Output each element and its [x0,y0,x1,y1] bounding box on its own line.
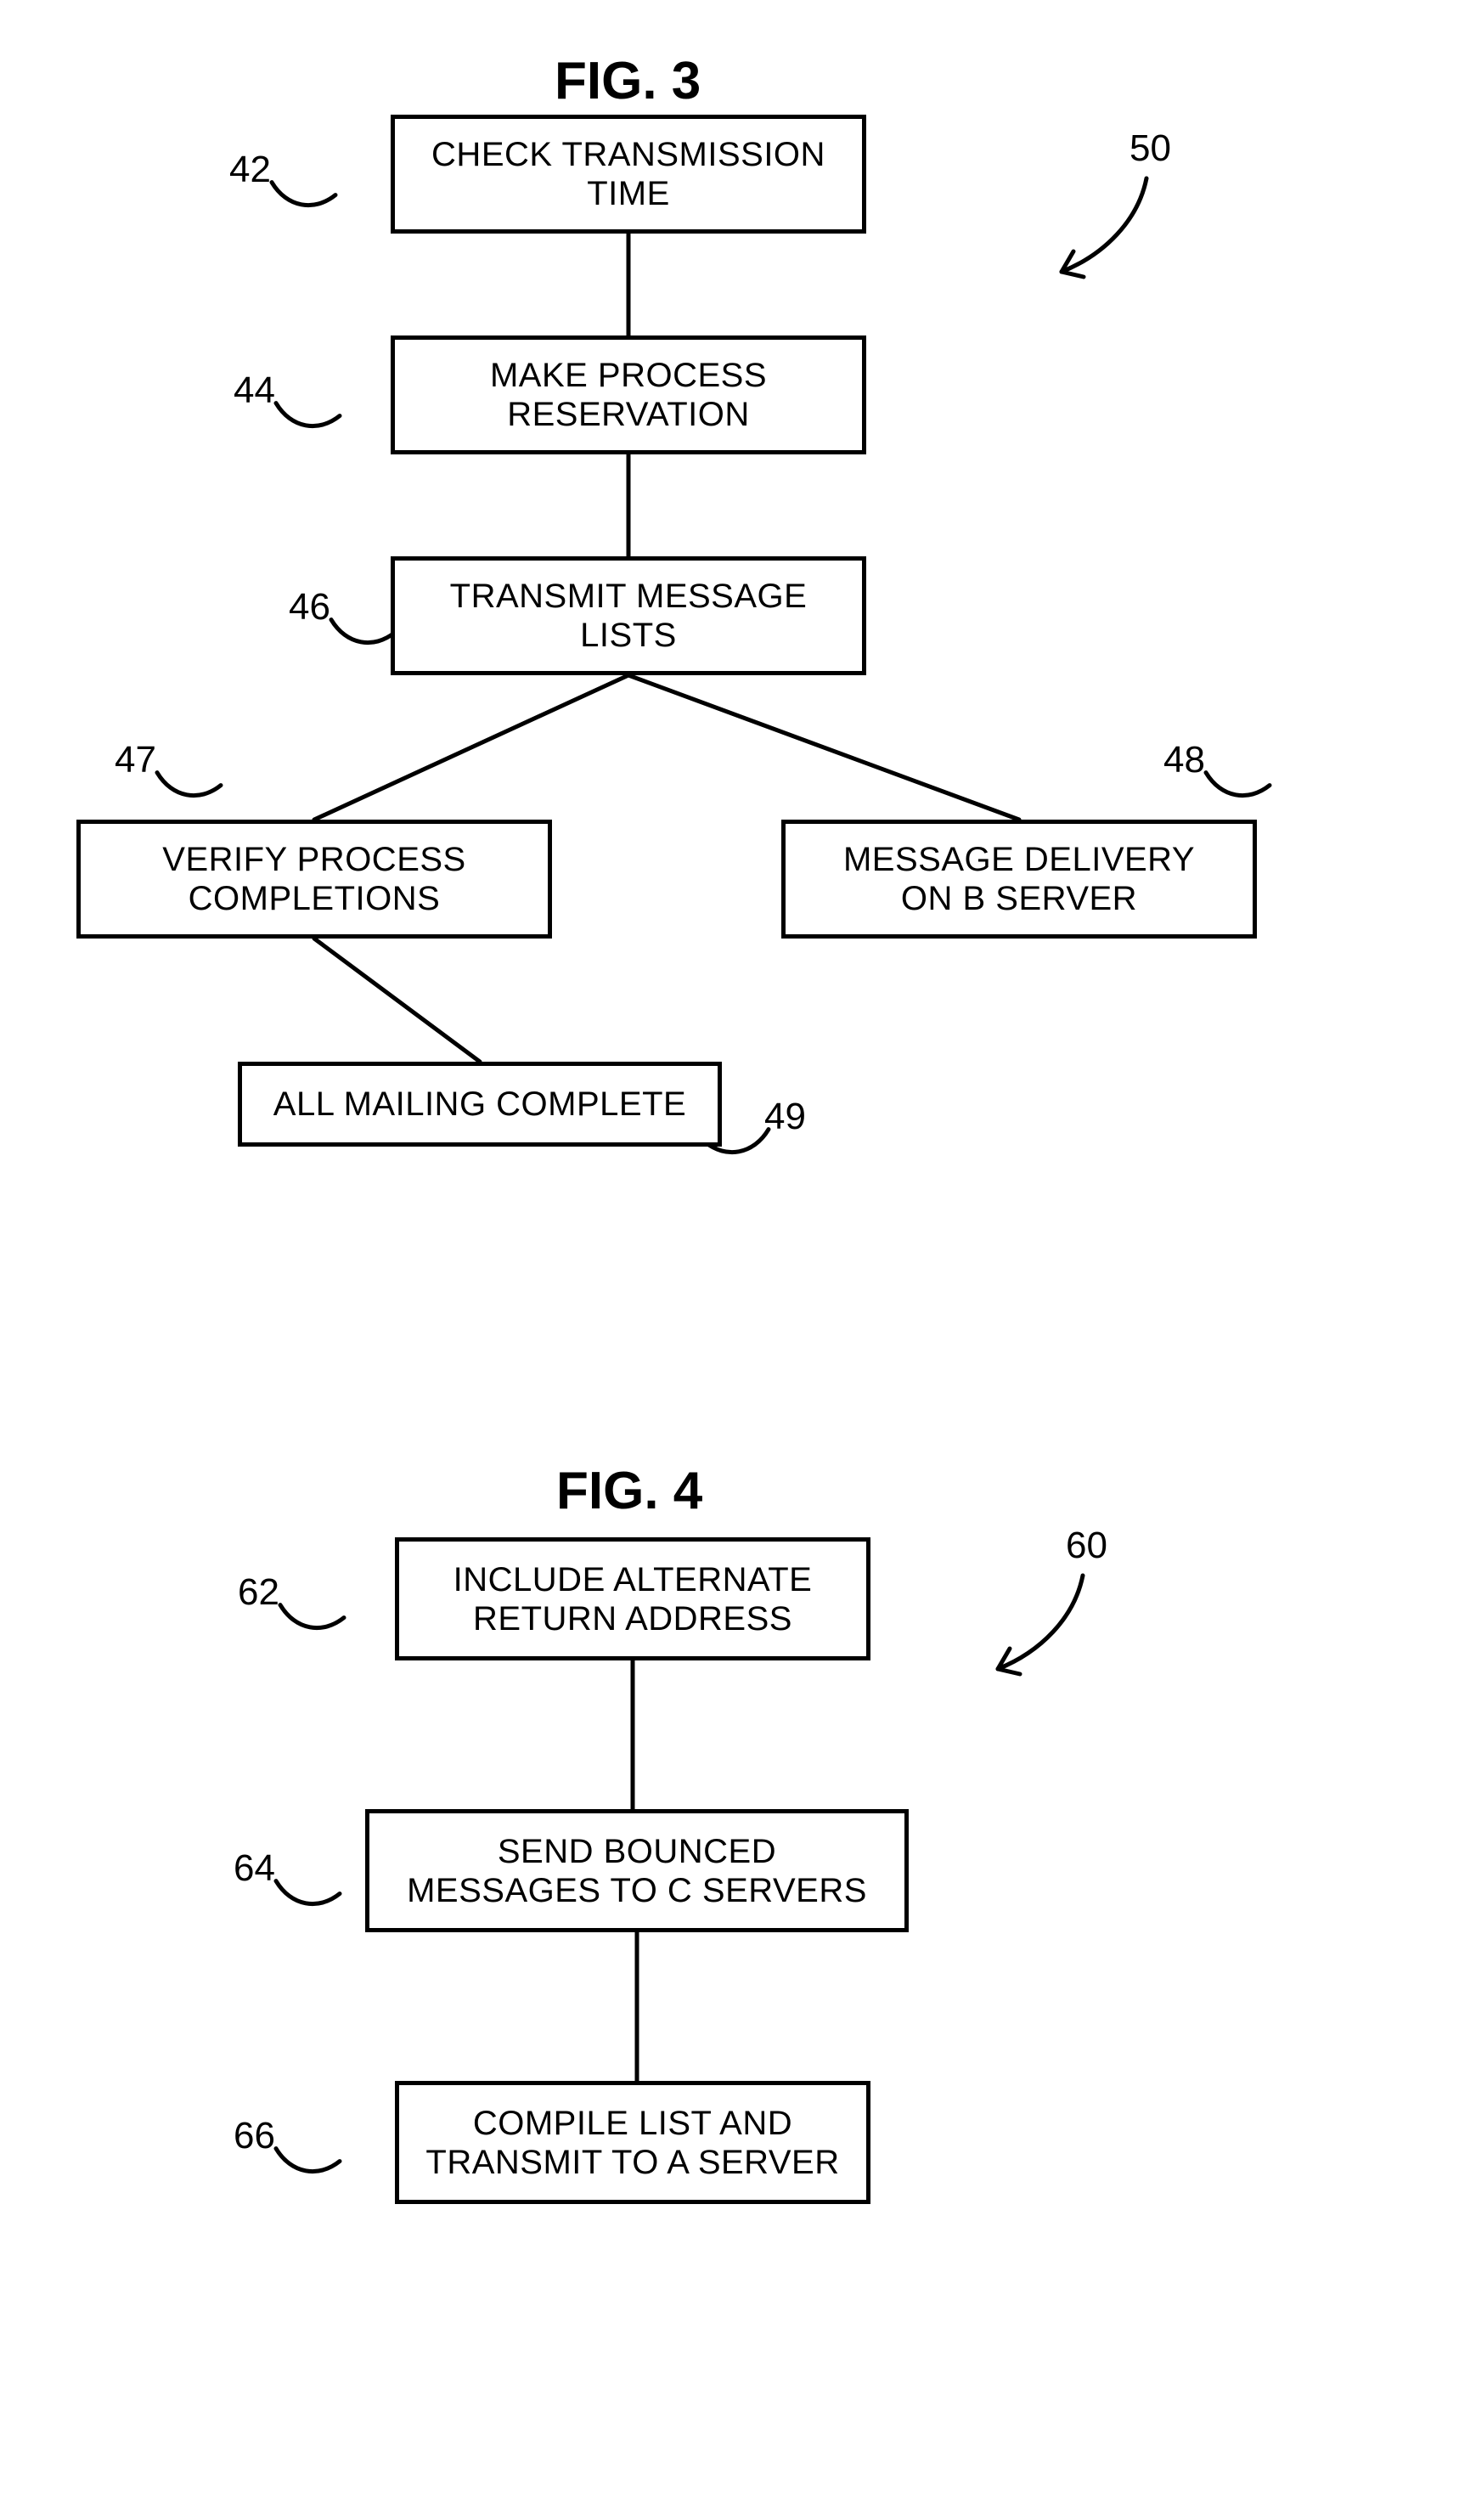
figure-title: FIG. 3 [555,51,701,111]
flowchart-node-n66: COMPILE LIST ANDTRANSMIT TO A SERVER [395,2081,870,2204]
flowchart-node-n64: SEND BOUNCEDMESSAGES TO C SERVERS [365,1809,909,1932]
ref-number-47: 47 [115,739,156,781]
flowchart-node-n47: VERIFY PROCESSCOMPLETIONS [76,820,552,939]
ref-number-60: 60 [1066,1525,1107,1567]
flowchart-node-n44: MAKE PROCESSRESERVATION [391,335,866,454]
ref-number-42: 42 [229,149,271,191]
figure-title: FIG. 4 [556,1461,702,1521]
ref-number-48: 48 [1163,739,1205,781]
flowchart-node-n42: CHECK TRANSMISSIONTIME [391,115,866,234]
flowchart-node-n49: ALL MAILING COMPLETE [238,1062,722,1147]
ref-number-50: 50 [1129,127,1171,170]
ref-number-64: 64 [234,1847,275,1890]
flowchart-node-n46: TRANSMIT MESSAGELISTS [391,556,866,675]
ref-number-44: 44 [234,369,275,412]
flowchart-node-n48: MESSAGE DELIVERYON B SERVER [781,820,1257,939]
ref-number-46: 46 [289,586,330,629]
ref-number-66: 66 [234,2115,275,2157]
flowchart-node-n62: INCLUDE ALTERNATERETURN ADDRESS [395,1537,870,1660]
ref-number-49: 49 [764,1096,806,1138]
ref-number-62: 62 [238,1571,279,1614]
